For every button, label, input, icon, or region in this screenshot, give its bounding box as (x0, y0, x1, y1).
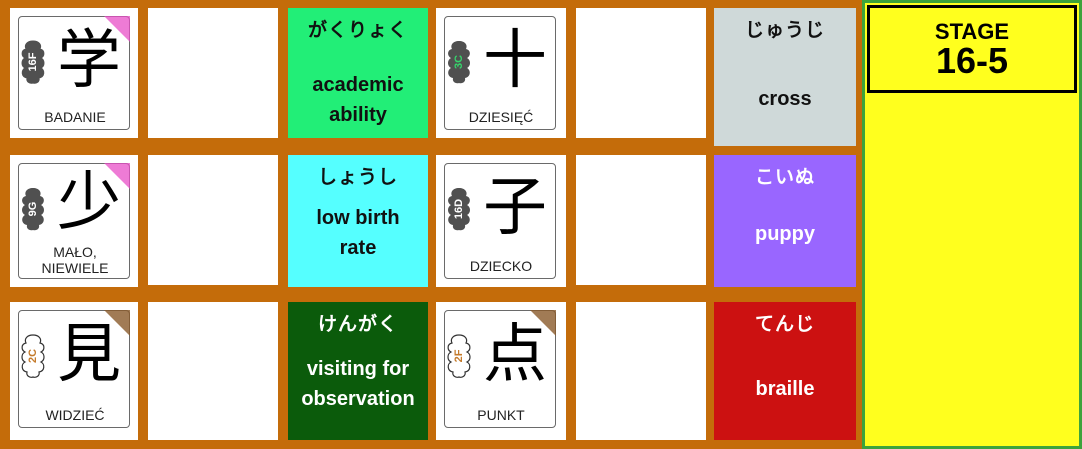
answer-meaning: puppy (755, 223, 815, 245)
empty-slot[interactable] (576, 155, 706, 285)
corner-accent-icon (104, 310, 130, 336)
answer-meaning: low birth rate (316, 207, 400, 259)
cloud-badge-icon: 9G (20, 186, 46, 232)
kanji-card[interactable]: 2F 点 PUNKT (436, 302, 566, 440)
answer-reading: てんじ (754, 313, 815, 335)
answer-card[interactable]: けんがく visiting for observation (288, 302, 428, 440)
stage-label: STAGE (934, 19, 1010, 44)
stage-panel: STAGE 16-5 (862, 0, 1082, 449)
answer-meaning: cross (758, 88, 812, 110)
kanji-meaning: DZIECKO (469, 258, 533, 274)
empty-slot[interactable] (576, 8, 706, 138)
stage-number: 16-5 (935, 40, 1009, 81)
answer-reading: けんがく (317, 313, 398, 335)
empty-slot[interactable] (148, 8, 278, 138)
cloud-badge-icon: 16D (446, 186, 472, 232)
corner-accent-icon (104, 16, 130, 42)
stage-header: STAGE 16-5 (867, 5, 1077, 93)
answer-meaning: braille (755, 378, 815, 400)
kanji-card[interactable]: 9G 少 MAŁO, NIEWIELE (10, 155, 138, 287)
kanji-meaning: PUNKT (477, 407, 525, 423)
cloud-badge-icon: 2F (446, 333, 472, 379)
answer-reading: こいぬ (754, 166, 815, 188)
answer-card[interactable]: こいぬ puppy (714, 155, 856, 287)
answer-card[interactable]: しょうし low birth rate (288, 155, 428, 287)
corner-accent-icon (530, 310, 556, 336)
kanji-meaning: WIDZIEĆ (45, 407, 105, 423)
kanji-card[interactable]: 16F 学 BADANIE (10, 8, 138, 138)
answer-reading: じゅうじ (744, 19, 825, 41)
cloud-badge-icon: 16F (20, 39, 46, 85)
kanji-character: 学 (57, 24, 121, 98)
cloud-badge-icon: 2C (20, 333, 46, 379)
kanji-card[interactable]: 3C 十 DZIESIĘĆ (436, 8, 566, 138)
empty-slot[interactable] (148, 302, 278, 440)
kanji-character: 少 (57, 166, 121, 240)
answer-card[interactable]: がくりょく academic ability (288, 8, 428, 138)
empty-slot[interactable] (148, 155, 278, 285)
cloud-badge-icon: 3C (446, 39, 472, 85)
answer-reading: しょうし (317, 166, 398, 188)
kanji-character: 見 (57, 318, 121, 392)
answer-meaning: visiting for observation (301, 358, 415, 410)
answer-card[interactable]: じゅうじ cross (714, 8, 856, 146)
kanji-meaning: BADANIE (44, 109, 106, 125)
empty-slot[interactable] (576, 302, 706, 440)
kanji-character: 子 (483, 171, 547, 245)
kanji-card[interactable]: 16D 子 DZIECKO (436, 155, 566, 287)
answer-meaning: academic ability (312, 74, 404, 126)
kanji-meaning: MAŁO, NIEWIELE (41, 244, 109, 276)
kanji-meaning: DZIESIĘĆ (468, 109, 534, 125)
corner-accent-icon (104, 163, 130, 189)
answer-card[interactable]: てんじ braille (714, 302, 856, 440)
kanji-character: 十 (483, 24, 547, 98)
game-board: 16F 学 BADANIE がくりょく academic ability 3C … (10, 8, 856, 440)
answer-reading: がくりょく (307, 19, 408, 41)
kanji-card[interactable]: 2C 見 WIDZIEĆ (10, 302, 138, 440)
kanji-character: 点 (483, 318, 547, 392)
